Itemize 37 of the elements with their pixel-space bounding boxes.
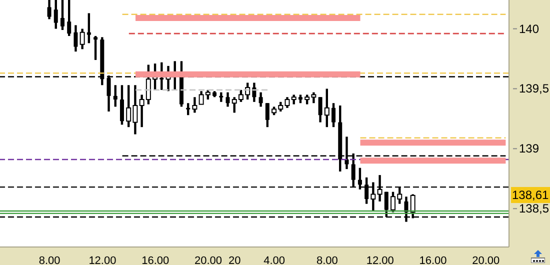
- candlestick: [258, 91, 263, 108]
- candlestick: [226, 91, 230, 108]
- x-tick-label: 4.00: [264, 255, 286, 265]
- candlestick: [332, 102, 336, 128]
- candlestick: [60, 0, 64, 32]
- candlestick: [324, 88, 330, 128]
- candlestick: [113, 84, 118, 108]
- x-tick-label: 20: [228, 255, 241, 265]
- x-tick-label: 8.00: [38, 255, 60, 265]
- candlestick: [160, 61, 164, 92]
- annotation: 138,61: [511, 187, 550, 204]
- candlestick: [86, 12, 91, 44]
- candlestick: [252, 82, 256, 104]
- y-tick-label: 138,5: [519, 202, 550, 216]
- candlestick: [94, 34, 98, 62]
- x-tick-label: 20.00: [194, 255, 222, 265]
- y-tick-label: 139,5: [519, 82, 550, 96]
- candlestick: [74, 24, 78, 53]
- x-tick-label: 20.00: [472, 255, 500, 265]
- candlestick: [318, 96, 322, 124]
- candlestick: [186, 102, 190, 116]
- x-tick-label: 12.00: [366, 255, 394, 265]
- x-tick-label: 8.00: [316, 255, 338, 265]
- candlestick: [120, 84, 124, 126]
- x-tick-label: 16.00: [142, 255, 170, 265]
- candlestick: [265, 102, 270, 128]
- x-tick-label: 12.00: [88, 255, 116, 265]
- y-tick-label: 139: [519, 142, 540, 156]
- candlestick: [54, 0, 58, 30]
- candlestick: [67, 0, 72, 38]
- y-tick-label: 140: [519, 22, 540, 36]
- candlestick: [219, 91, 224, 104]
- candlestick: [80, 28, 85, 50]
- x-tick-label: 16.00: [419, 255, 447, 265]
- candlestick: [291, 94, 296, 106]
- candlestick: [192, 96, 198, 114]
- candlestick: [47, 0, 52, 20]
